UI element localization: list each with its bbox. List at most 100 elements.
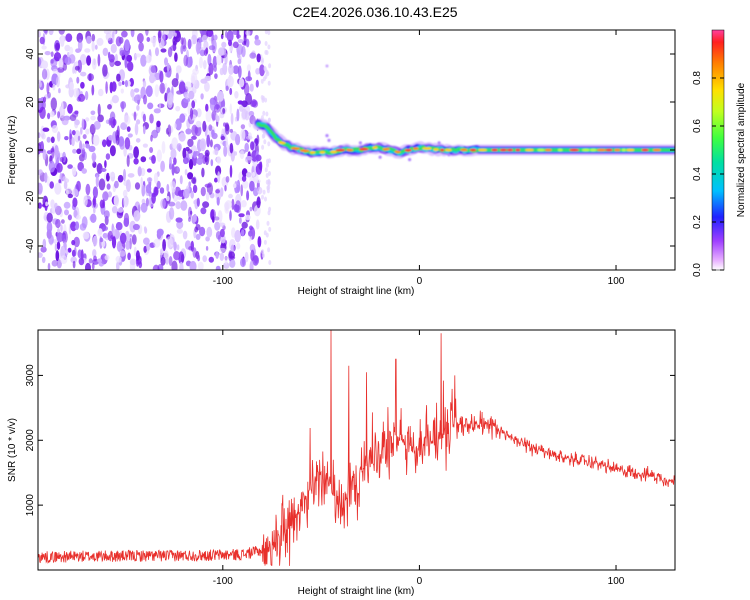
spectrogram-noise-region [38, 30, 272, 270]
noise-blob [230, 112, 234, 125]
noise-blob [67, 193, 74, 199]
noise-blob [168, 256, 173, 266]
noise-blob [52, 83, 56, 91]
noise-blob [38, 143, 42, 155]
noise-blob [121, 80, 125, 85]
noise-blob [224, 185, 227, 192]
colorbar: 0.0 0.2 0.4 0.6 0.8 Normalized spectral ampl… [692, 29, 747, 277]
ridge-hot-blob [277, 141, 286, 145]
spectrogram-x-ticks: -100 0 100 [213, 30, 625, 287]
noise-blob [85, 117, 90, 122]
ridge-hot-blob [621, 148, 626, 152]
ridge-hot-blob [478, 148, 487, 152]
noise-fringe-blob [264, 196, 267, 202]
noise-blob [38, 132, 41, 139]
noise-blob [92, 235, 98, 247]
noise-blob [215, 251, 219, 259]
noise-blob [173, 123, 177, 129]
ridge-hot-blob [626, 148, 635, 152]
noise-blob [160, 160, 166, 172]
noise-blob [151, 129, 159, 139]
noise-blob [162, 239, 167, 252]
noise-blob [160, 256, 166, 266]
noise-blob [153, 172, 159, 184]
noise-blob [147, 102, 154, 110]
noise-blob [76, 180, 81, 192]
noise-blob [192, 86, 197, 94]
ridge-stray-dot [325, 134, 329, 138]
noise-blob [107, 191, 112, 198]
y-tick-label: 2000 [25, 429, 36, 452]
noise-blob [54, 182, 62, 195]
ridge-hot-blob [440, 148, 445, 152]
noise-blob [227, 75, 234, 88]
noise-blob [220, 135, 226, 141]
noise-blob [123, 195, 129, 208]
noise-blob [130, 88, 135, 98]
noise-blob [215, 54, 222, 66]
noise-blob [236, 49, 241, 59]
noise-blob [127, 173, 135, 178]
noise-blob [179, 175, 183, 185]
noise-fringe-blob [264, 167, 268, 173]
noise-blob [236, 242, 241, 250]
noise-blob [204, 156, 208, 162]
noise-blob [55, 250, 60, 262]
ridge-hot-blob [413, 147, 419, 150]
noise-blob [82, 134, 87, 140]
noise-blob [80, 71, 87, 77]
noise-blob [173, 251, 181, 261]
noise-blob [79, 54, 87, 66]
noise-blob [208, 45, 216, 51]
noise-blob [169, 207, 175, 220]
noise-blob [71, 239, 76, 246]
noise-blob [99, 199, 105, 209]
noise-blob [109, 145, 116, 157]
noise-blob [164, 57, 168, 66]
noise-blob [208, 124, 213, 131]
ridge-hot-blob [569, 148, 580, 152]
noise-blob [205, 103, 209, 112]
noise-blob [56, 259, 62, 269]
noise-fringe-blob [265, 232, 269, 238]
noise-blob [214, 177, 218, 183]
noise-fringe-blob [267, 80, 271, 86]
noise-blob [108, 117, 112, 126]
x-tick-label: -100 [213, 576, 233, 587]
noise-blob [205, 236, 210, 242]
noise-blob [115, 222, 123, 231]
noise-blob [125, 240, 131, 250]
noise-fringe-blob [263, 239, 267, 245]
noise-blob [234, 229, 241, 243]
noise-blob [157, 30, 162, 44]
noise-blob [102, 47, 109, 57]
noise-blob [123, 115, 131, 125]
noise-blob [225, 176, 230, 183]
noise-blob [140, 202, 148, 213]
noise-blob [241, 175, 247, 182]
noise-blob [151, 154, 156, 164]
noise-fringe-blob [264, 74, 268, 80]
ridge-hot-blob [506, 148, 514, 152]
ridge-hot-blob [544, 148, 552, 152]
noise-blob [229, 128, 233, 133]
noise-blob [229, 45, 233, 53]
noise-blob [249, 206, 253, 212]
noise-fringe-blob [266, 220, 270, 226]
noise-blob [130, 30, 135, 38]
noise-blob [131, 234, 137, 245]
y-tick-label: -40 [25, 238, 36, 253]
ridge-hot-blob [422, 147, 432, 150]
noise-blob [223, 262, 230, 269]
noise-blob [50, 51, 54, 57]
noise-blob [173, 157, 177, 165]
noise-blob [99, 237, 104, 243]
noise-blob [44, 172, 48, 183]
noise-blob [51, 260, 58, 267]
colorbar-tick-label: 0.6 [692, 119, 703, 133]
noise-blob [237, 100, 244, 105]
noise-blob [175, 65, 182, 74]
noise-fringe-blob [261, 194, 264, 200]
noise-blob [111, 236, 117, 249]
noise-blob [215, 189, 221, 194]
